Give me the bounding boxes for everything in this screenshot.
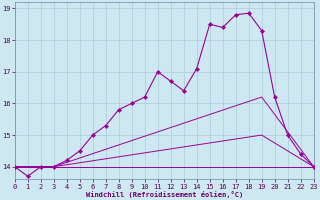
X-axis label: Windchill (Refroidissement éolien,°C): Windchill (Refroidissement éolien,°C) bbox=[85, 191, 243, 198]
